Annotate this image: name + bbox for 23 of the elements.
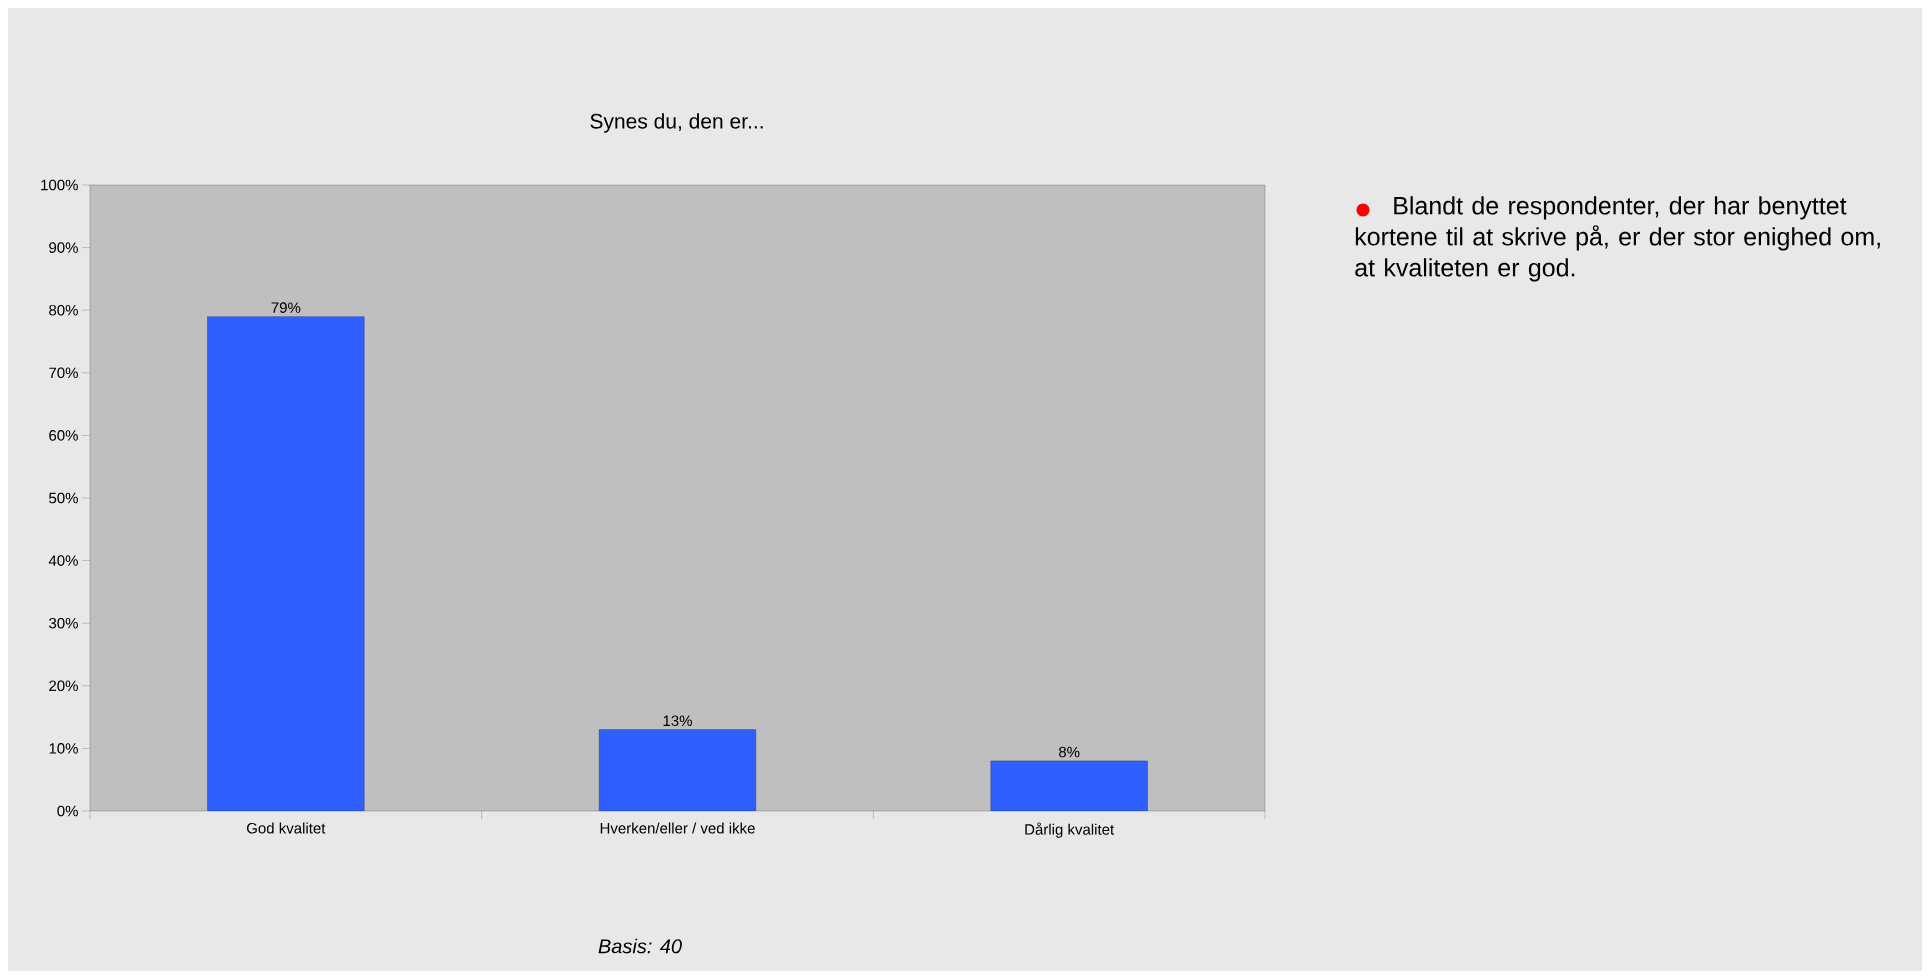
y-tick-label: 0%	[57, 805, 78, 817]
y-tick-label: 80%	[49, 304, 78, 316]
y-tick-label: 50%	[49, 492, 78, 504]
y-tick-label: 90%	[49, 242, 78, 253]
y-tick-label: 10%	[49, 743, 78, 754]
y-tick-label: 60%	[49, 430, 78, 441]
text: Basis: 40	[598, 938, 682, 954]
y-tick-label: 70%	[49, 367, 78, 379]
x-tick-label: Dårlig kvalitet	[1025, 822, 1115, 838]
x-tick-label: God kvalitet	[247, 822, 326, 834]
y-tick-label: 30%	[49, 617, 78, 629]
text: Blandt de respondenter, der har benyttet kortene til at skrive på, er der stor enighed om, at kvaliteten er god.	[1355, 196, 1880, 282]
y-tick-label: 20%	[49, 680, 78, 692]
y-tick-label: 40%	[48, 555, 78, 566]
bar	[990, 760, 1148, 811]
data-label: 8%	[1058, 746, 1080, 758]
bar	[207, 316, 365, 811]
x-tick-label: Hverken/eller / ved ikke	[600, 822, 755, 834]
data-label: 79%	[271, 302, 301, 313]
bar	[598, 729, 757, 811]
y-tick-label: 100%	[41, 179, 78, 191]
data-label: 13%	[663, 715, 692, 727]
chart-title: Synes du, den er...	[590, 113, 763, 133]
